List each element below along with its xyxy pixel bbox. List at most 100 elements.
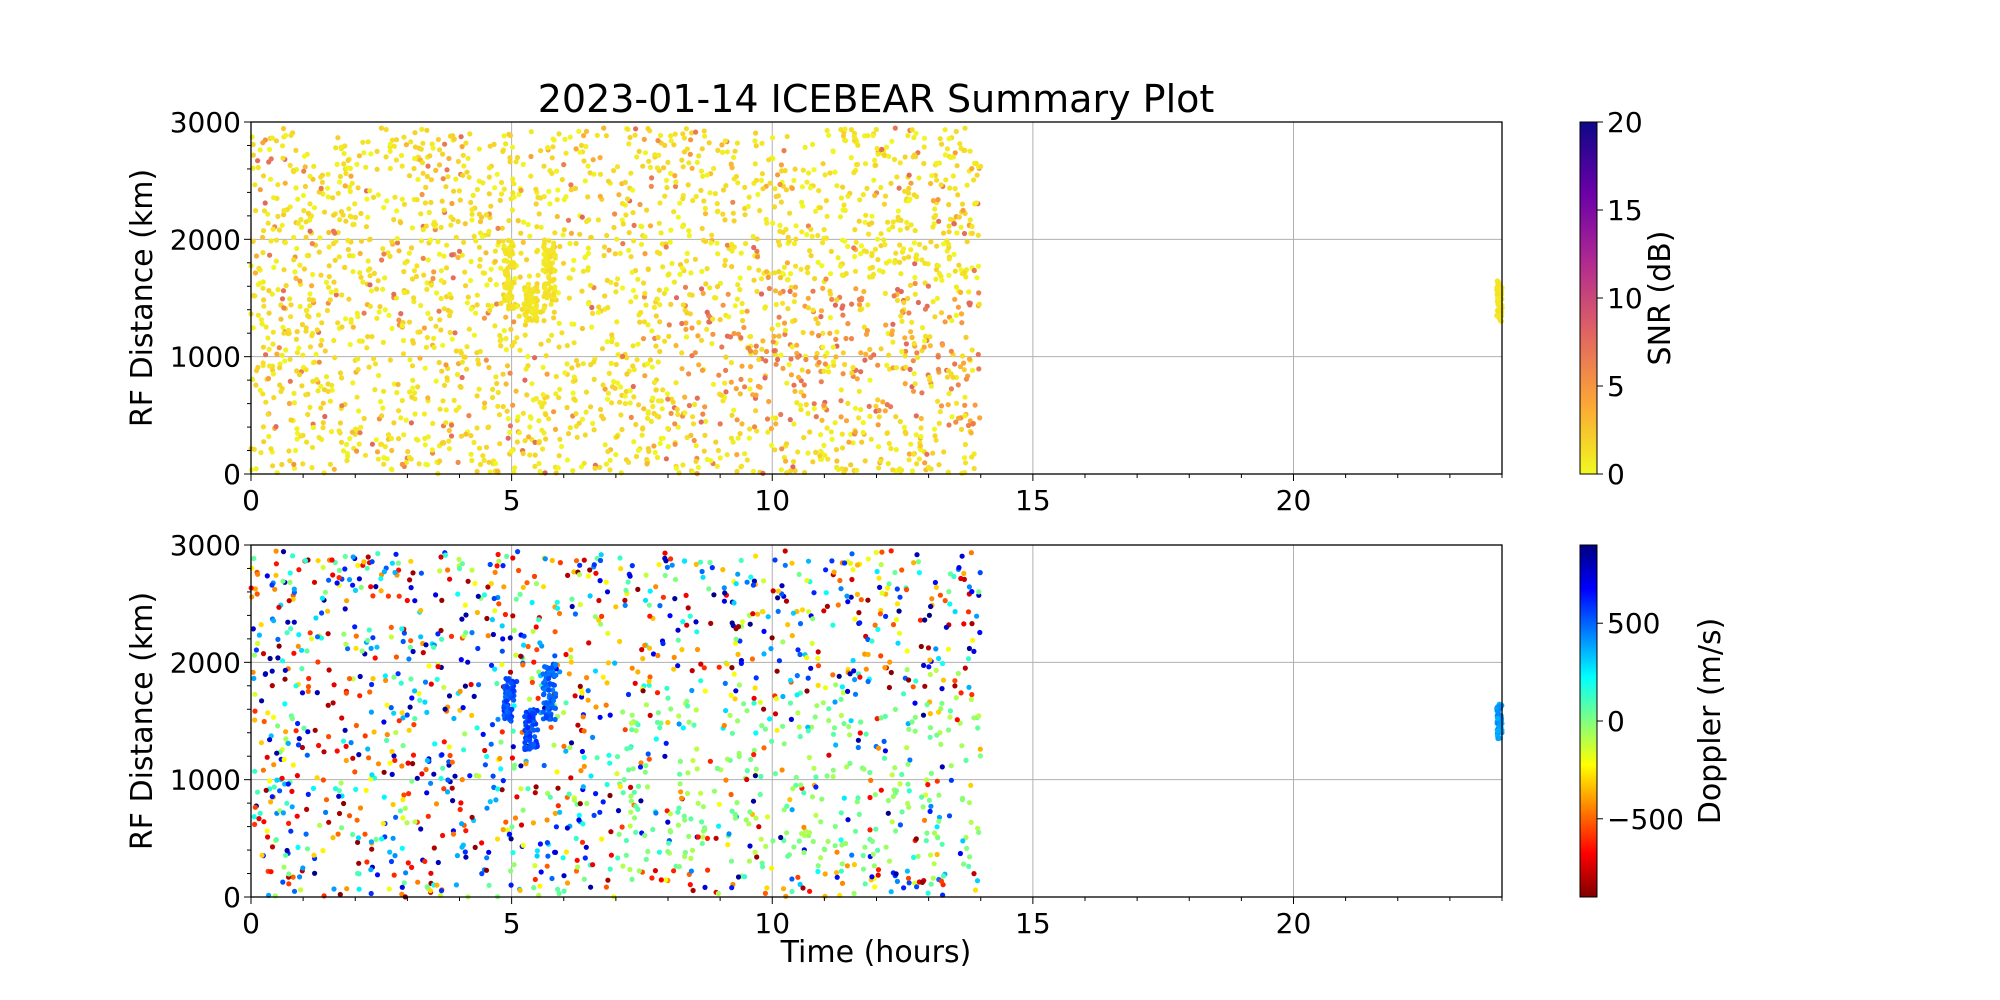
scatter-point [307, 404, 313, 410]
scatter-point [440, 176, 446, 182]
scatter-point [488, 662, 495, 668]
scatter-point [430, 420, 436, 427]
scatter-point [744, 308, 750, 314]
scatter-point [557, 669, 563, 675]
scatter-point [339, 292, 345, 298]
scatter-point [686, 371, 692, 377]
scatter-point [677, 771, 683, 777]
scatter-point [563, 651, 569, 658]
scatter-point [394, 240, 401, 246]
scatter-point [871, 863, 878, 869]
scatter-point [921, 344, 927, 350]
scatter-point [399, 891, 405, 897]
scatter-point [380, 246, 386, 252]
scatter-point [545, 704, 551, 711]
scatter-point [364, 859, 370, 865]
scatter-point [488, 580, 494, 587]
scatter-point [419, 160, 426, 166]
scatter-point [409, 864, 415, 871]
scatter-point [866, 403, 872, 409]
scatter-point [958, 690, 964, 696]
scatter-point [299, 666, 305, 672]
scatter-point [776, 314, 782, 320]
scatter-point [302, 558, 308, 564]
scatter-point [642, 251, 648, 257]
scatter-point [524, 309, 530, 315]
scatter-point [354, 448, 360, 454]
scatter-point [271, 264, 277, 271]
scatter-point [968, 550, 975, 556]
scatter-point [723, 777, 729, 783]
scatter-point [605, 390, 612, 396]
scatter-point [559, 330, 565, 336]
scatter-point [767, 716, 773, 722]
scatter-point [547, 254, 553, 260]
scatter-point [848, 127, 855, 133]
scatter-point [261, 297, 267, 303]
scatter-point [757, 791, 763, 798]
scatter-point [617, 638, 623, 645]
scatter-point [806, 830, 813, 836]
scatter-point [692, 256, 699, 262]
scatter-point [459, 777, 465, 783]
scatter-point [682, 853, 688, 860]
scatter-point [484, 805, 490, 811]
scatter-point [975, 825, 981, 831]
scatter-point [423, 642, 429, 648]
scatter-point [654, 719, 661, 726]
scatter-point [920, 804, 926, 810]
scatter-point [453, 348, 459, 354]
scatter-point [816, 333, 822, 339]
scatter-point [505, 416, 511, 422]
scatter-point [596, 304, 602, 310]
scatter-point [435, 664, 441, 670]
scatter-point [843, 466, 849, 472]
scatter-point [288, 314, 294, 320]
scatter-point [822, 172, 828, 178]
scatter-point [722, 257, 728, 263]
scatter-point [689, 130, 695, 136]
scatter-point [476, 445, 483, 451]
scatter-point [309, 241, 315, 247]
scatter-point [662, 753, 668, 759]
scatter-point [389, 467, 395, 473]
scatter-point [869, 213, 875, 219]
scatter-point [272, 893, 278, 899]
scatter-point [807, 429, 813, 435]
scatter-point [833, 447, 840, 453]
scatter-point [591, 427, 597, 433]
scatter-point [408, 245, 415, 251]
scatter-point [788, 284, 794, 290]
scatter-point [773, 696, 779, 702]
scatter-point [614, 771, 620, 777]
scatter-point [771, 204, 778, 210]
scatter-point [947, 601, 953, 607]
scatter-point [335, 135, 341, 141]
scatter-point [769, 635, 775, 641]
scatter-point [589, 324, 595, 330]
scatter-point [935, 197, 941, 203]
scatter-point [323, 797, 330, 803]
scatter-point [675, 637, 681, 643]
scatter-point [897, 466, 903, 472]
scatter-point [878, 231, 884, 237]
scatter-point [523, 288, 529, 294]
scatter-point [586, 217, 592, 223]
scatter-point [694, 159, 700, 165]
scatter-point [334, 580, 340, 586]
scatter-point [638, 760, 644, 766]
scatter-point [894, 586, 900, 592]
scatter-point [731, 407, 737, 413]
scatter-point [957, 850, 964, 857]
scatter-point [269, 844, 276, 850]
scatter-point [579, 416, 586, 422]
scatter-point [728, 858, 735, 864]
scatter-point [444, 167, 450, 173]
scatter-point [655, 334, 661, 340]
scatter-point [595, 217, 602, 223]
scatter-point [667, 239, 673, 245]
scatter-point [804, 265, 810, 271]
scatter-point [494, 680, 500, 687]
scatter-point [948, 154, 954, 160]
scatter-point [893, 447, 899, 453]
